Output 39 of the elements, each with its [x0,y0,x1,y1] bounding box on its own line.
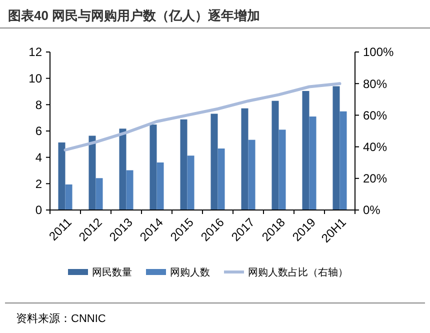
bar [302,90,310,210]
bar [180,119,188,210]
y2-tick-label: 60% [363,108,388,122]
bar [126,170,134,210]
bar [218,148,225,210]
y-tick-label: 10 [28,72,42,86]
bar [241,108,248,210]
bar [340,111,347,210]
y2-tick-label: 80% [363,76,388,91]
bar [58,142,66,210]
bar [119,128,126,210]
y-tick-label: 6 [35,124,42,138]
bar [150,124,157,210]
y2-tick-label: 0% [363,203,381,218]
y-tick-label: 0 [35,203,42,218]
y-tick-label: 2 [35,176,42,191]
legend-label: 网购人数占比（右轴） [248,266,348,278]
bar [156,162,164,210]
bar [96,178,103,210]
y-tick-label: 12 [28,45,42,60]
bar [187,156,194,210]
bar [278,130,286,210]
y2-tick-label: 100% [363,45,394,60]
bar [309,116,316,210]
y2-tick-label: 20% [363,172,388,186]
bar [332,86,340,210]
bar [65,184,72,210]
line-series [64,82,342,152]
y2-tick-label: 40% [363,140,388,154]
y-tick-label: 8 [35,98,42,112]
legend-label: 网民数量 [92,268,132,278]
text: 资料来源：CNNIC [16,312,106,325]
legend-label: 网购人数 [170,268,210,278]
bar [272,100,279,210]
y-tick-label: 4 [35,150,42,165]
chart-title: 图表40 网民与网购用户数（亿人）逐年增加 [8,8,260,23]
bar [88,136,96,210]
bar [248,140,256,210]
bar [210,114,218,210]
